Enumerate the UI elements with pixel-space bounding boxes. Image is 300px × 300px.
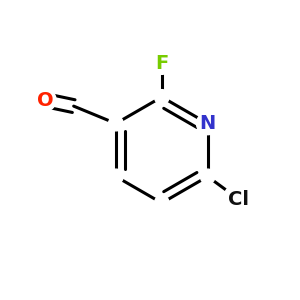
Circle shape — [154, 90, 169, 104]
Circle shape — [151, 52, 173, 74]
Circle shape — [223, 184, 254, 214]
Text: O: O — [37, 91, 53, 110]
Text: Cl: Cl — [228, 190, 249, 208]
Circle shape — [154, 196, 169, 210]
Circle shape — [109, 169, 123, 184]
Circle shape — [34, 89, 56, 111]
Circle shape — [196, 112, 219, 135]
Circle shape — [109, 116, 123, 131]
Text: N: N — [200, 114, 216, 133]
Circle shape — [200, 169, 215, 184]
Text: F: F — [155, 54, 168, 73]
